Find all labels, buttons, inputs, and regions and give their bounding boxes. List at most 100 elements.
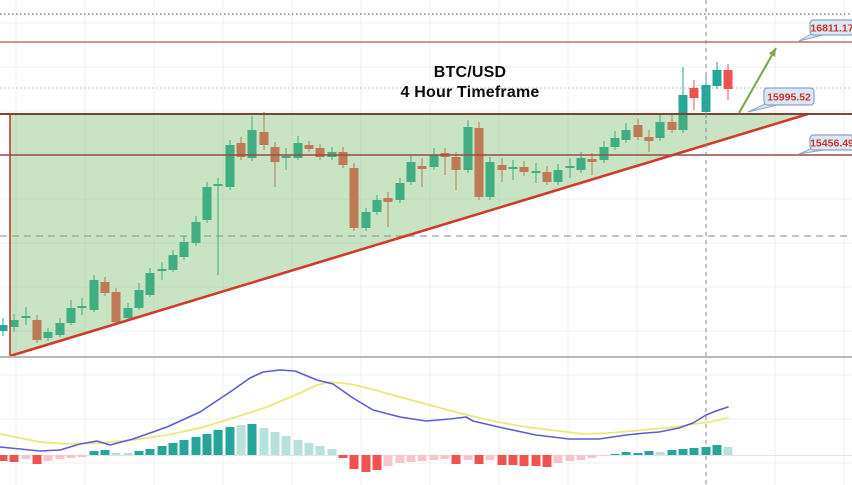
candle	[474, 122, 484, 200]
price-label-text: 15995.52	[767, 91, 811, 103]
candle	[111, 288, 121, 325]
macd-bar	[395, 455, 405, 463]
reference-lines	[0, 13, 852, 237]
candle	[66, 300, 76, 325]
macd-bar	[89, 451, 99, 455]
price-label-callout[interactable]: 16811.17	[798, 19, 852, 42]
candle	[519, 161, 529, 176]
macd-main-line	[0, 369, 729, 452]
candle	[123, 303, 133, 320]
candle	[463, 120, 473, 173]
macd-bar	[100, 450, 110, 455]
macd-signal-line	[0, 381, 729, 445]
macd-bar	[202, 434, 212, 455]
macd-bar	[644, 451, 654, 455]
candle	[179, 236, 189, 260]
candle	[383, 192, 393, 227]
macd-bar	[565, 455, 575, 461]
macd-bar	[293, 440, 303, 455]
macd-bar	[655, 452, 665, 455]
macd-bar	[463, 455, 473, 460]
macd-bar	[497, 455, 507, 465]
macd-bar	[440, 455, 450, 459]
macd-bar	[633, 453, 643, 455]
macd-bar	[621, 452, 631, 455]
candle	[315, 144, 325, 160]
candle	[225, 140, 235, 190]
candle	[293, 136, 303, 160]
candle	[610, 131, 620, 150]
candle	[145, 268, 155, 297]
candle	[678, 67, 688, 133]
macd-bar	[712, 445, 722, 455]
candle	[134, 283, 144, 310]
macd-bar	[77, 455, 87, 457]
candle	[542, 166, 552, 185]
macd-bar	[179, 440, 189, 455]
candle	[0, 318, 8, 336]
macd-bar	[43, 455, 53, 461]
price-label-callout[interactable]: 15456.49	[798, 134, 852, 155]
macd-bar	[576, 455, 586, 460]
macd-bar	[587, 455, 597, 458]
candle	[667, 115, 677, 133]
candle	[100, 277, 110, 296]
macd-bar	[349, 455, 359, 469]
macd-bar	[429, 455, 439, 460]
candle	[247, 116, 257, 161]
candle	[599, 141, 609, 163]
macd-bar	[338, 455, 348, 458]
macd-bar	[474, 455, 484, 464]
macd-bar	[667, 450, 677, 455]
candle	[304, 141, 314, 152]
macd-bar	[678, 449, 688, 455]
macd-bar	[281, 436, 291, 455]
candle	[633, 119, 643, 140]
macd-bar	[531, 455, 541, 466]
ascending-triangle[interactable]	[9, 112, 809, 358]
macd-bar	[123, 453, 133, 455]
macd-bar	[145, 449, 155, 455]
macd-bar	[270, 432, 280, 455]
macd-bar	[21, 455, 31, 459]
candle	[349, 163, 359, 231]
macd-bar	[304, 443, 314, 455]
macd-bar	[55, 455, 65, 459]
candle	[89, 275, 99, 312]
macd-bar	[9, 455, 19, 462]
candle	[429, 148, 439, 170]
up-arrow[interactable]	[738, 47, 777, 114]
macd-bar	[361, 455, 371, 472]
price-label-callout[interactable]: 15995.52	[747, 87, 815, 113]
macd-bar	[168, 443, 178, 455]
candle	[621, 123, 631, 143]
candle	[372, 195, 382, 215]
macd-bar	[701, 447, 711, 455]
macd-bar	[383, 455, 393, 466]
candle	[361, 208, 371, 231]
candle	[712, 62, 722, 89]
candle	[157, 262, 167, 280]
macd-bar	[508, 455, 518, 465]
candle	[531, 163, 541, 183]
candle	[213, 178, 223, 275]
macd-bar	[542, 455, 552, 467]
candle	[168, 250, 178, 272]
candle	[565, 158, 575, 178]
candle	[497, 158, 507, 182]
macd-bar	[157, 446, 167, 455]
candle	[55, 318, 65, 337]
macd-bar	[723, 447, 733, 455]
candle	[338, 147, 348, 168]
candle	[689, 80, 699, 110]
macd-bar	[134, 451, 144, 455]
macd-bar	[236, 425, 246, 455]
candle	[32, 315, 42, 343]
candle	[485, 157, 495, 200]
candle	[644, 130, 654, 152]
macd-bar	[315, 446, 325, 455]
macd-bar	[66, 455, 76, 458]
macd-bar	[191, 437, 201, 455]
candle	[21, 307, 31, 325]
